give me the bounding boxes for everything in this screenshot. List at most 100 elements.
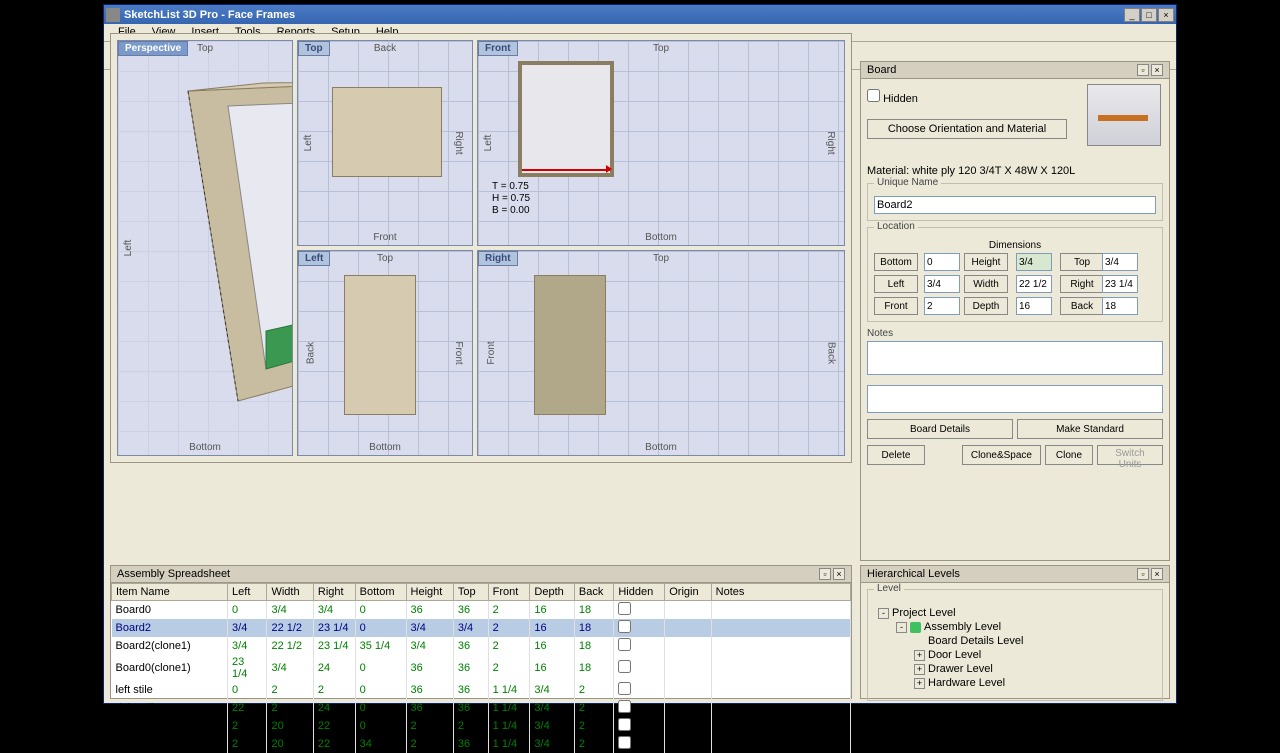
col-header[interactable]: Notes — [711, 584, 850, 601]
col-header[interactable]: Width — [267, 584, 313, 601]
tree-item[interactable]: +Drawer Level — [878, 662, 1152, 676]
hidden-checkbox[interactable] — [618, 638, 631, 651]
hidden-checkbox[interactable] — [867, 89, 880, 102]
close-button[interactable]: × — [1158, 8, 1174, 22]
unique-name-input[interactable] — [874, 196, 1156, 214]
height-button[interactable]: Height — [964, 253, 1008, 271]
col-header[interactable]: Hidden — [614, 584, 665, 601]
make-standard-button[interactable]: Make Standard — [1017, 419, 1163, 439]
tree-label: Hardware Level — [928, 677, 1005, 689]
bottom-button[interactable]: Bottom — [874, 253, 918, 271]
tree-label: Assembly Level — [924, 621, 1001, 633]
vp-label: Front — [373, 232, 396, 243]
table-row[interactable]: Board0(clone1)23 1/43/4240363621618 — [112, 655, 851, 681]
hidden-checkbox[interactable] — [618, 682, 631, 695]
board-panel-title-bar: Board ▫ × — [861, 62, 1169, 79]
dim-t: T = 0.75 — [492, 181, 529, 192]
table-row[interactable]: Board23/422 1/223 1/403/43/421618 — [112, 619, 851, 637]
col-header[interactable]: Right — [313, 584, 355, 601]
choose-orientation-button[interactable]: Choose Orientation and Material — [867, 119, 1067, 139]
left-input[interactable] — [924, 275, 960, 293]
tree-item[interactable]: Board Details Level — [878, 634, 1152, 648]
top-button[interactable]: Top — [1060, 253, 1104, 271]
viewport-perspective[interactable]: Perspective Top Bottom Left Right — [117, 40, 293, 456]
vp-label: Right — [825, 131, 836, 154]
front-button[interactable]: Front — [874, 297, 918, 315]
tree-item[interactable]: - Assembly Level — [878, 620, 1152, 634]
hidden-checkbox[interactable] — [618, 736, 631, 749]
clone-space-button[interactable]: Clone&Space — [962, 445, 1041, 465]
table-row[interactable]: right stile22224036361 1/43/42 — [112, 699, 851, 717]
clone-button[interactable]: Clone — [1045, 445, 1093, 465]
back-button[interactable]: Back — [1060, 297, 1104, 315]
hidden-checkbox[interactable] — [618, 620, 631, 633]
panel-pin-icon[interactable]: ▫ — [819, 568, 831, 580]
minimize-button[interactable]: _ — [1124, 8, 1140, 22]
tree-expand-icon[interactable]: - — [878, 608, 889, 619]
tree-expand-icon[interactable]: + — [914, 664, 925, 675]
depth-input[interactable] — [1016, 297, 1052, 315]
col-header[interactable]: Item Name — [112, 584, 228, 601]
panel-pin-icon[interactable]: ▫ — [1137, 568, 1149, 580]
tree-item[interactable]: +Door Level — [878, 648, 1152, 662]
tree-item[interactable]: +Hardware Level — [878, 676, 1152, 690]
hidden-checkbox[interactable] — [618, 700, 631, 713]
table-row[interactable]: Board2(clone1)3/422 1/223 1/435 1/43/436… — [112, 637, 851, 655]
panel-close-icon[interactable]: × — [1151, 64, 1163, 76]
panel-close-icon[interactable]: × — [1151, 568, 1163, 580]
col-header[interactable]: Bottom — [355, 584, 406, 601]
tree-item[interactable]: -Project Level — [878, 606, 1152, 620]
cube-icon — [910, 622, 921, 633]
table-row[interactable]: left stile022036361 1/43/42 — [112, 681, 851, 699]
notes-input[interactable] — [867, 341, 1163, 375]
height-input[interactable] — [1016, 253, 1052, 271]
col-header[interactable]: Origin — [665, 584, 711, 601]
back-input[interactable] — [1102, 297, 1138, 315]
col-header[interactable]: Left — [228, 584, 267, 601]
board-panel-title: Board — [867, 64, 1135, 76]
bottom-input[interactable] — [924, 253, 960, 271]
dimensions-label: Dimensions — [874, 240, 1156, 251]
front-input[interactable] — [924, 297, 960, 315]
vp-label: Top — [653, 253, 669, 264]
hidden-label: Hidden — [883, 93, 918, 105]
panel-close-icon[interactable]: × — [833, 568, 845, 580]
width-button[interactable]: Width — [964, 275, 1008, 293]
app-icon — [106, 8, 120, 22]
table-row[interactable]: top rail22022342361 1/43/42 — [112, 735, 851, 753]
notes-input-2[interactable] — [867, 385, 1163, 413]
col-header[interactable]: Back — [574, 584, 613, 601]
col-header[interactable]: Top — [453, 584, 488, 601]
level-tree[interactable]: -Project Level-Assembly LevelBoard Detai… — [874, 602, 1156, 694]
depth-button[interactable]: Depth — [964, 297, 1008, 315]
col-header[interactable]: Front — [488, 584, 530, 601]
viewport-tag-left: Left — [298, 251, 330, 266]
switch-units-button[interactable]: Switch Units — [1097, 445, 1163, 465]
board-panel: Board ▫ × Hidden Choose Orientation and … — [860, 61, 1170, 561]
spreadsheet-table[interactable]: Item NameLeftWidthRightBottomHeightTopFr… — [111, 583, 851, 753]
vp-label: Top — [377, 253, 393, 264]
hidden-checkbox[interactable] — [618, 602, 631, 615]
board-details-button[interactable]: Board Details — [867, 419, 1013, 439]
tree-expand-icon[interactable]: - — [896, 622, 907, 633]
viewport-left[interactable]: Left Top Bottom Back Front — [297, 250, 473, 456]
tree-expand-icon[interactable]: + — [914, 650, 925, 661]
viewport-tag-perspective: Perspective — [118, 41, 188, 56]
table-row[interactable]: Board003/43/40363621618 — [112, 601, 851, 620]
viewport-front[interactable]: Front Top Bottom Left Right T = 0.75 H =… — [477, 40, 845, 246]
col-header[interactable]: Height — [406, 584, 453, 601]
panel-pin-icon[interactable]: ▫ — [1137, 64, 1149, 76]
right-input[interactable] — [1102, 275, 1138, 293]
dim-h: H = 0.75 — [492, 193, 530, 204]
right-button[interactable]: Right — [1060, 275, 1104, 293]
width-input[interactable] — [1016, 275, 1052, 293]
top-input[interactable] — [1102, 253, 1138, 271]
delete-button[interactable]: Delete — [867, 445, 925, 465]
maximize-button[interactable]: □ — [1141, 8, 1157, 22]
tree-expand-icon[interactable]: + — [914, 678, 925, 689]
left-button[interactable]: Left — [874, 275, 918, 293]
viewport-top[interactable]: Top Back Front Left Right — [297, 40, 473, 246]
col-header[interactable]: Depth — [530, 584, 575, 601]
hidden-checkbox[interactable] — [618, 660, 631, 673]
viewport-right[interactable]: Right Top Bottom Front Back — [477, 250, 845, 456]
